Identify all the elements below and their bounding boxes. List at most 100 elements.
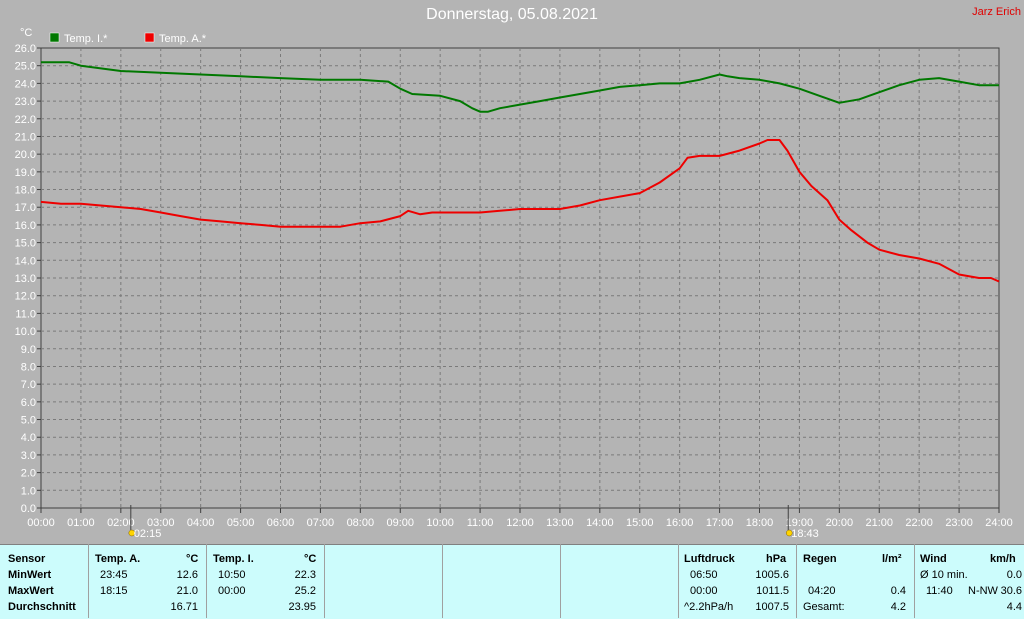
rain-max: 0.4 [890,585,906,597]
y-tick-label: 16.0 [15,220,36,232]
stats-divider [914,544,915,618]
y-tick-label: 0.0 [21,503,36,515]
y-tick-label: 22.0 [15,114,36,126]
x-tick-label: 24:00 [985,517,1013,529]
stats-header-rain: Regen [803,553,837,565]
stats-unit-wind: km/h [990,553,1016,565]
y-tick-label: 2.0 [21,468,36,480]
y-tick-label: 5.0 [21,415,36,427]
pressure-avg: 1007.5 [755,601,789,613]
y-tick-label: 6.0 [21,397,36,409]
temp-a-min: 12.6 [176,569,198,581]
x-tick-label: 18:00 [746,517,774,529]
wind-max: 30.6 [1000,585,1022,597]
x-tick-label: 12:00 [506,517,534,529]
legend-label: Temp. A.* [159,33,207,45]
series-line [41,61,999,113]
y-tick-label: 25.0 [15,61,36,73]
temp-i-min: 22.3 [294,569,316,581]
rain-max-time: 04:20 [808,585,836,597]
x-tick-label: 23:00 [945,517,973,529]
legend-label: Temp. I.* [64,33,108,45]
stats-unit-pressure: hPa [766,553,787,565]
temperature-chart: 0.0 1.0 2.0 3.0 4.0 5.0 6.0 7.0 8.0 9.0 10.0 11.0 12… [15,27,1013,540]
author-label: Jarz Erich [972,6,1021,18]
y-tick-label: 12.0 [15,291,36,303]
wind-mean: 4.4 [1006,601,1022,613]
x-tick-label: 05:00 [227,517,255,529]
stats-header-temp-a: Temp. A. [95,553,141,565]
stats-row-avg: Durchschnitt [8,601,76,613]
stats-header-sensor: Sensor [8,553,46,565]
y-tick-label: 13.0 [15,273,36,285]
x-tick-label: 08:00 [347,517,375,529]
wind-avg: 0.0 [1006,569,1022,581]
temp-i-min-time: 10:50 [218,569,246,581]
y-tick-label: 8.0 [21,361,36,373]
y-tick-label: 9.0 [21,344,36,356]
y-tick-label: 24.0 [15,78,36,90]
stats-header-temp-i: Temp. I. [213,553,254,565]
y-tick-label: 4.0 [21,432,36,444]
sunset-icon [785,529,793,537]
x-tick-label: 22:00 [905,517,933,529]
pressure-max-time: 00:00 [690,585,718,597]
y-tick-label: 11.0 [15,308,36,320]
stats-unit-rain: l/m² [882,553,902,565]
series-line [40,139,1000,283]
rain-total-label: Gesamt: [803,601,845,613]
x-tick-label: 09:00 [386,517,414,529]
stats-header-wind: Wind [920,553,947,565]
legend-swatch [144,32,155,43]
x-tick-label: 14:00 [586,517,614,529]
temp-i-avg: 23.95 [288,601,316,613]
x-tick-label: 21:00 [865,517,893,529]
y-tick-label: 20.0 [15,149,36,161]
y-tick-label: 21.0 [15,131,36,143]
legend-swatch [49,32,60,43]
y-tick-label: 15.0 [15,238,36,250]
temp-a-max-time: 18:15 [100,585,128,597]
sunrise-label: 02:15 [134,528,162,540]
x-tick-label: 04:00 [187,517,215,529]
wind-max-direction: N-NW [968,585,998,597]
y-tick-label: 10.0 [15,326,36,338]
rain-total: 4.2 [890,601,906,613]
sunset-label: 18:43 [791,528,819,540]
stats-unit-temp-a: °C [186,553,199,565]
x-tick-label: 07:00 [307,517,335,529]
y-tick-label: 17.0 [15,202,36,214]
x-tick-label: 16:00 [666,517,694,529]
y-tick-label: 23.0 [15,96,36,108]
pressure-min: 1005.6 [755,569,789,581]
sunrise-icon [128,529,136,537]
x-tick-label: 00:00 [27,517,55,529]
x-tick-label: 06:00 [267,517,295,529]
pressure-trend: ^2.2hPa/h [684,601,734,613]
x-tick-label: 03:00 [147,517,175,529]
stats-divider [442,544,443,618]
stats-divider [796,544,797,618]
x-tick-label: 20:00 [826,517,854,529]
stats-row-max: MaxWert [8,585,54,597]
stats-table [0,544,1024,619]
y-tick-label: 18.0 [15,185,36,197]
stats-divider [678,544,679,618]
x-tick-label: 13:00 [546,517,574,529]
temp-i-max: 25.2 [294,585,316,597]
temp-a-max: 21.0 [176,585,198,597]
y-tick-label: 14.0 [15,255,36,267]
wind-avg-label: Ø 10 min. [920,569,968,581]
stats-header-pressure: Luftdruck [684,553,735,565]
y-tick-label: 19.0 [15,167,36,179]
stats-divider [206,544,207,618]
temp-a-avg: 16.71 [170,601,198,613]
stats-divider [324,544,325,618]
y-tick-label: 26.0 [15,43,36,55]
y-tick-label: 3.0 [21,450,36,462]
x-tick-label: 02:00 [107,517,135,529]
pressure-max: 1011.5 [756,585,789,597]
wind-max-time: 11:40 [926,585,953,597]
temp-i-max-time: 00:00 [218,585,246,597]
chart-title: Donnerstag, 05.08.2021 [426,6,598,23]
